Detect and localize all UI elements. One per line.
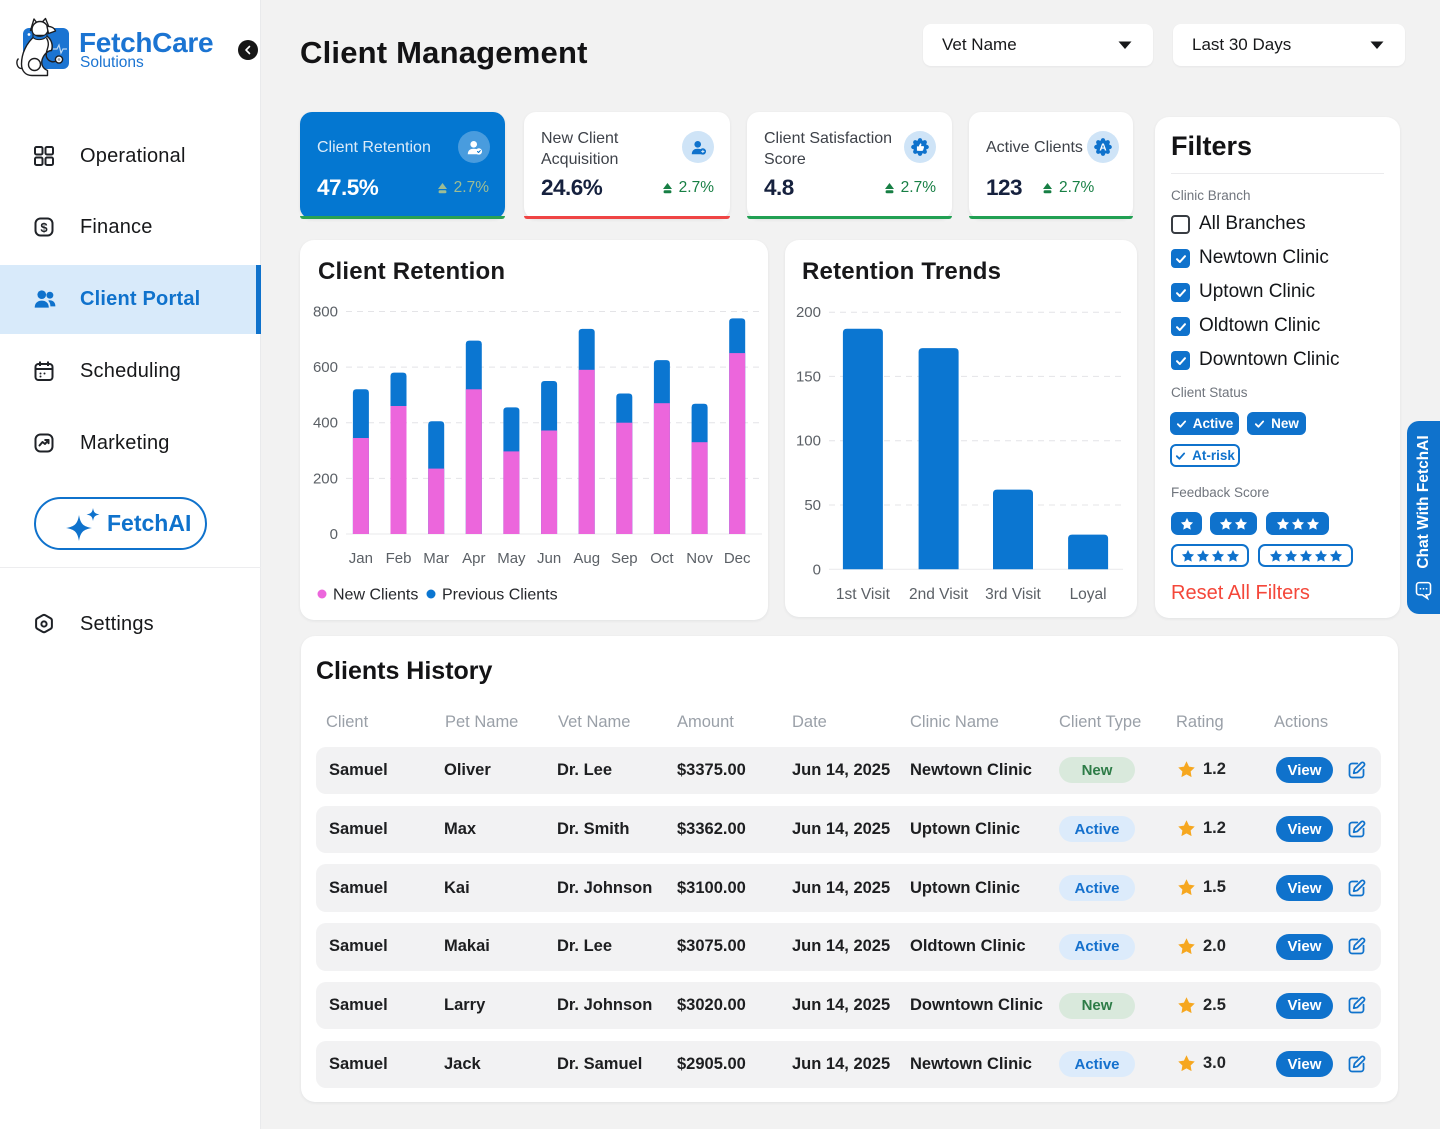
svg-text:Feb: Feb <box>386 550 412 567</box>
svg-text:800: 800 <box>313 304 338 321</box>
svg-text:0: 0 <box>330 526 338 543</box>
svg-text:Mar: Mar <box>423 550 449 567</box>
svg-text:50: 50 <box>804 497 821 514</box>
svg-text:Loyal: Loyal <box>1070 586 1107 603</box>
svg-text:Apr: Apr <box>462 550 485 567</box>
svg-text:0: 0 <box>813 561 821 578</box>
svg-text:Nov: Nov <box>686 550 713 567</box>
svg-text:Sep: Sep <box>611 550 638 567</box>
svg-text:$: $ <box>40 220 48 235</box>
svg-text:3rd Visit: 3rd Visit <box>985 586 1041 603</box>
svg-text:600: 600 <box>313 359 338 376</box>
svg-text:200: 200 <box>796 304 821 321</box>
svg-text:150: 150 <box>796 368 821 385</box>
svg-text:Aug: Aug <box>573 550 600 567</box>
svg-text:2nd Visit: 2nd Visit <box>909 586 969 603</box>
svg-text:Oct: Oct <box>650 550 674 567</box>
svg-text:100: 100 <box>796 433 821 450</box>
svg-text:Dec: Dec <box>724 550 751 567</box>
svg-text:Jun: Jun <box>537 550 561 567</box>
svg-text:1st Visit: 1st Visit <box>836 586 891 603</box>
svg-text:May: May <box>497 550 526 567</box>
svg-text:200: 200 <box>313 470 338 487</box>
svg-text:New Clients: New Clients <box>333 587 418 604</box>
svg-text:A: A <box>1099 143 1106 154</box>
svg-text:400: 400 <box>313 415 338 432</box>
svg-text:Previous Clients: Previous Clients <box>442 587 558 604</box>
svg-text:Jan: Jan <box>349 550 373 567</box>
